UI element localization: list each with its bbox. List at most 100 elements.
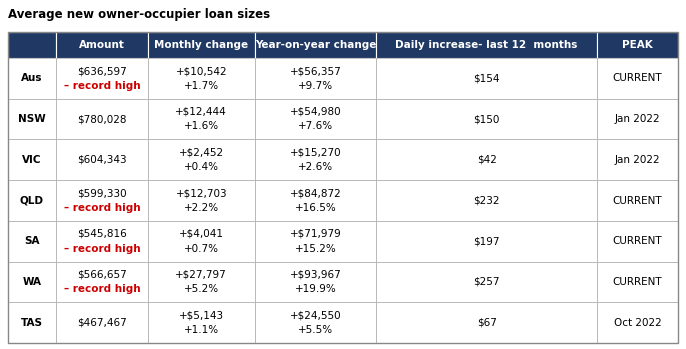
Bar xyxy=(597,221,678,261)
Text: $150: $150 xyxy=(473,114,500,124)
Bar xyxy=(148,180,255,221)
Text: +$5,143: +$5,143 xyxy=(179,310,224,320)
Bar xyxy=(148,58,255,99)
Text: – record high: – record high xyxy=(64,244,140,253)
Text: $545,816: $545,816 xyxy=(77,229,127,239)
Text: CURRENT: CURRENT xyxy=(613,195,662,206)
Bar xyxy=(255,140,376,180)
Text: $42: $42 xyxy=(477,155,497,165)
Bar xyxy=(148,99,255,140)
Bar xyxy=(255,302,376,343)
Bar xyxy=(56,140,148,180)
Bar xyxy=(148,302,255,343)
Bar xyxy=(8,32,56,58)
Text: Oct 2022: Oct 2022 xyxy=(614,318,661,328)
Text: $599,330: $599,330 xyxy=(77,188,127,198)
Bar xyxy=(597,180,678,221)
Bar xyxy=(597,32,678,58)
Text: +2.6%: +2.6% xyxy=(298,162,333,172)
Bar xyxy=(376,99,597,140)
Text: Year-on-year change: Year-on-year change xyxy=(255,40,376,50)
Text: WA: WA xyxy=(23,277,41,287)
Text: +19.9%: +19.9% xyxy=(294,284,336,294)
Bar xyxy=(56,58,148,99)
Text: Monthly change: Monthly change xyxy=(154,40,248,50)
Text: +$71,979: +$71,979 xyxy=(289,229,341,239)
Bar xyxy=(255,261,376,302)
Bar xyxy=(376,58,597,99)
Bar xyxy=(597,302,678,343)
Bar xyxy=(8,32,678,343)
Text: +16.5%: +16.5% xyxy=(294,203,336,213)
Text: Average new owner-occupier loan sizes: Average new owner-occupier loan sizes xyxy=(8,8,270,21)
Text: Jan 2022: Jan 2022 xyxy=(615,155,661,165)
Text: +5.2%: +5.2% xyxy=(184,284,219,294)
Text: $257: $257 xyxy=(473,277,500,287)
Text: +$93,967: +$93,967 xyxy=(289,269,341,280)
Text: +$4,041: +$4,041 xyxy=(179,229,224,239)
Text: Aus: Aus xyxy=(21,73,43,83)
Bar xyxy=(376,302,597,343)
Text: $154: $154 xyxy=(473,73,500,83)
Bar xyxy=(8,99,56,140)
Bar xyxy=(8,180,56,221)
Bar xyxy=(255,32,376,58)
Text: +$84,872: +$84,872 xyxy=(289,188,341,198)
Text: $566,657: $566,657 xyxy=(77,269,127,280)
Bar xyxy=(8,221,56,261)
Text: +9.7%: +9.7% xyxy=(298,81,333,91)
Text: +$24,550: +$24,550 xyxy=(289,310,341,320)
Text: +$54,980: +$54,980 xyxy=(289,107,341,117)
Bar xyxy=(56,302,148,343)
Text: +$10,542: +$10,542 xyxy=(176,66,227,76)
Bar xyxy=(56,180,148,221)
Bar xyxy=(8,140,56,180)
Text: +5.5%: +5.5% xyxy=(298,325,333,335)
Bar xyxy=(255,99,376,140)
Bar xyxy=(148,261,255,302)
Text: +1.6%: +1.6% xyxy=(184,121,219,132)
Text: $67: $67 xyxy=(477,318,497,328)
Bar xyxy=(376,140,597,180)
Bar xyxy=(8,302,56,343)
Text: +$12,444: +$12,444 xyxy=(176,107,227,117)
Text: +$2,452: +$2,452 xyxy=(179,148,224,157)
Bar xyxy=(8,261,56,302)
Bar xyxy=(148,32,255,58)
Text: $232: $232 xyxy=(473,195,500,206)
Bar xyxy=(255,221,376,261)
Bar xyxy=(376,180,597,221)
Bar xyxy=(148,140,255,180)
Text: $780,028: $780,028 xyxy=(77,114,127,124)
Text: CURRENT: CURRENT xyxy=(613,73,662,83)
Bar xyxy=(376,221,597,261)
Bar xyxy=(376,261,597,302)
Bar xyxy=(148,221,255,261)
Text: +$27,797: +$27,797 xyxy=(176,269,227,280)
Bar xyxy=(56,99,148,140)
Bar xyxy=(597,140,678,180)
Text: Amount: Amount xyxy=(79,40,125,50)
Bar xyxy=(597,58,678,99)
Bar xyxy=(597,261,678,302)
Text: +7.6%: +7.6% xyxy=(298,121,333,132)
Text: Jan 2022: Jan 2022 xyxy=(615,114,661,124)
Text: $604,343: $604,343 xyxy=(77,155,127,165)
Text: CURRENT: CURRENT xyxy=(613,236,662,246)
Text: $197: $197 xyxy=(473,236,500,246)
Bar xyxy=(376,32,597,58)
Text: CURRENT: CURRENT xyxy=(613,277,662,287)
Text: $467,467: $467,467 xyxy=(77,318,127,328)
Text: +0.7%: +0.7% xyxy=(184,244,219,253)
Text: PEAK: PEAK xyxy=(622,40,653,50)
Text: Daily increase- last 12  months: Daily increase- last 12 months xyxy=(395,40,578,50)
Text: – record high: – record high xyxy=(64,81,140,91)
Bar xyxy=(56,221,148,261)
Bar xyxy=(255,58,376,99)
Text: – record high: – record high xyxy=(64,203,140,213)
Text: QLD: QLD xyxy=(20,195,44,206)
Bar xyxy=(597,99,678,140)
Text: +2.2%: +2.2% xyxy=(184,203,219,213)
Text: – record high: – record high xyxy=(64,284,140,294)
Text: +$56,357: +$56,357 xyxy=(289,66,341,76)
